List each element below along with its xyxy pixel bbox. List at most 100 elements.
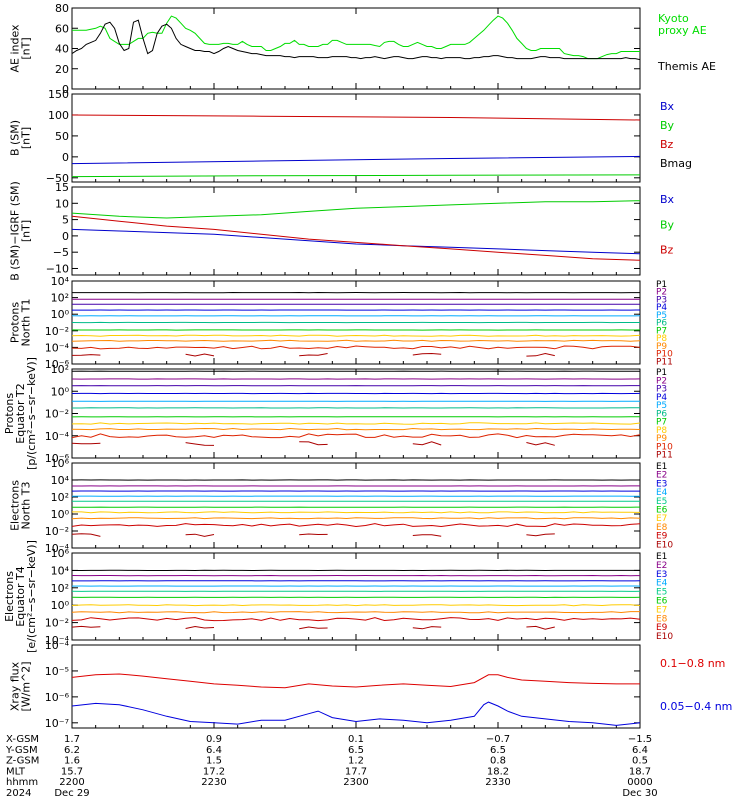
x-table-cell: 1.5 bbox=[206, 756, 222, 767]
y-tick-label: 10⁻⁴ bbox=[45, 634, 70, 647]
y-tick-label: 5 bbox=[62, 214, 69, 227]
series-line bbox=[72, 422, 640, 425]
y-tick-label: −50 bbox=[46, 172, 69, 185]
series-line bbox=[72, 155, 640, 165]
series-line bbox=[526, 352, 555, 357]
series-line bbox=[72, 517, 640, 520]
panel-frame bbox=[71, 462, 641, 549]
series-line bbox=[72, 433, 640, 439]
legend-entry: E8 bbox=[656, 523, 668, 533]
x-table-cell: 1.2 bbox=[348, 756, 364, 767]
legend-entry: Bz bbox=[660, 244, 674, 257]
panel-frame bbox=[71, 93, 641, 183]
y-axis-label-line: Electrons bbox=[9, 480, 22, 531]
y-axis-label-line: Electrons bbox=[3, 571, 16, 622]
legend-entry: E9 bbox=[656, 532, 668, 542]
legend-entry: P4 bbox=[656, 303, 667, 313]
series-line bbox=[299, 353, 328, 357]
y-tick-label: 15 bbox=[55, 181, 69, 194]
legend-entry: E5 bbox=[656, 497, 667, 507]
legend-entry: P3 bbox=[656, 385, 667, 395]
series-line bbox=[72, 701, 640, 726]
panel-series bbox=[72, 114, 640, 178]
legend-entry: P1 bbox=[656, 368, 667, 378]
y-tick-label: 0 bbox=[62, 230, 69, 243]
y-tick-label: 10⁻⁴ bbox=[45, 639, 70, 652]
y-tick-label: 10⁻⁴ bbox=[45, 430, 70, 443]
y-axis-label-line: Protons bbox=[3, 393, 16, 434]
x-table-row-label: X-GSM bbox=[6, 734, 39, 745]
y-tick-label: 10⁻² bbox=[45, 408, 69, 421]
y-tick-label: 10⁻² bbox=[45, 617, 69, 630]
legend-entry: By bbox=[660, 218, 675, 231]
y-tick-label: 10 bbox=[55, 197, 69, 210]
y-axis-label-line: North T1 bbox=[20, 299, 33, 347]
legend-entry: E1 bbox=[656, 552, 667, 562]
legend-entry: E9 bbox=[656, 623, 668, 633]
series-line bbox=[412, 626, 442, 630]
legend-entry: E10 bbox=[656, 540, 673, 550]
y-axis-label: Xray flux[W/m^2] bbox=[9, 661, 33, 711]
legend-entry: P6 bbox=[656, 409, 667, 419]
y-axis-label-line: Equator T4 bbox=[14, 566, 27, 626]
x-table-cell: Dec 30 bbox=[622, 788, 657, 799]
x-table-row-label: Y-GSM bbox=[5, 745, 38, 756]
series-line bbox=[72, 617, 640, 622]
y-tick-label: 10⁻⁶ bbox=[45, 452, 70, 465]
x-table-cell: 6.5 bbox=[490, 745, 506, 756]
series-line bbox=[72, 625, 101, 628]
x-table-cell: 15.7 bbox=[61, 766, 83, 777]
y-tick-label: 10⁻² bbox=[45, 325, 69, 338]
series-line bbox=[299, 533, 328, 536]
x-table-row-label: hhmm bbox=[6, 777, 38, 788]
panel-bsm: −50 0 50 100 150 B (SM)[nT] Bx By Bz Bmag bbox=[9, 88, 693, 185]
legend-entry: E3 bbox=[656, 479, 667, 489]
panel-series bbox=[72, 569, 640, 630]
x-table-cell: 18.2 bbox=[487, 766, 509, 777]
y-tick-label: 150 bbox=[48, 88, 69, 101]
y-tick-label: 10⁴ bbox=[51, 275, 70, 288]
y-tick-label: 10² bbox=[51, 292, 69, 305]
legend-entry: E2 bbox=[656, 471, 667, 481]
y-axis-label-line: [p/(cm²−s−sr−keV)] bbox=[25, 357, 38, 470]
series-line bbox=[72, 228, 640, 255]
legend-entry: E7 bbox=[656, 514, 667, 524]
panel-series bbox=[72, 370, 640, 446]
series-line bbox=[72, 334, 640, 337]
legend-entry: E7 bbox=[656, 605, 667, 615]
series-line bbox=[72, 533, 101, 537]
y-tick-label: 10⁻⁶ bbox=[45, 691, 70, 704]
legend-entry: P11 bbox=[656, 357, 673, 367]
series-line bbox=[526, 442, 555, 446]
y-tick-label: 0 bbox=[62, 151, 69, 164]
series-line bbox=[412, 441, 442, 446]
legend-entry: P9 bbox=[656, 434, 667, 444]
x-table-cell: 17.2 bbox=[203, 766, 225, 777]
y-tick-label: 10⁻⁶ bbox=[45, 358, 70, 371]
x-table-cell: 1.7 bbox=[64, 734, 80, 745]
legend-entry: P10 bbox=[656, 350, 673, 360]
x-table-cell: 6.2 bbox=[64, 745, 80, 756]
y-axis-label-line: Equator T2 bbox=[14, 383, 27, 443]
x-table-row-label: MLT bbox=[6, 766, 26, 777]
legend-entry: By bbox=[660, 119, 675, 132]
panel-frame bbox=[71, 186, 641, 276]
legend-entry: E8 bbox=[656, 614, 668, 624]
legend-entry: E10 bbox=[656, 632, 673, 642]
series-line bbox=[72, 604, 640, 607]
series-line bbox=[72, 215, 640, 261]
legend-entry: E5 bbox=[656, 588, 667, 598]
series-line bbox=[526, 533, 555, 537]
y-axis-label-line: [nT] bbox=[20, 37, 33, 59]
y-tick-label: 10⁴ bbox=[51, 564, 70, 577]
series-line bbox=[72, 673, 640, 689]
x-table-cell: 2330 bbox=[485, 777, 510, 788]
y-tick-label: 10⁻⁴ bbox=[45, 542, 70, 555]
legend-entry: P10 bbox=[656, 442, 673, 452]
y-axis-label-line: [W/m^2] bbox=[20, 661, 33, 711]
x-table-cell: Dec 29 bbox=[54, 788, 89, 799]
